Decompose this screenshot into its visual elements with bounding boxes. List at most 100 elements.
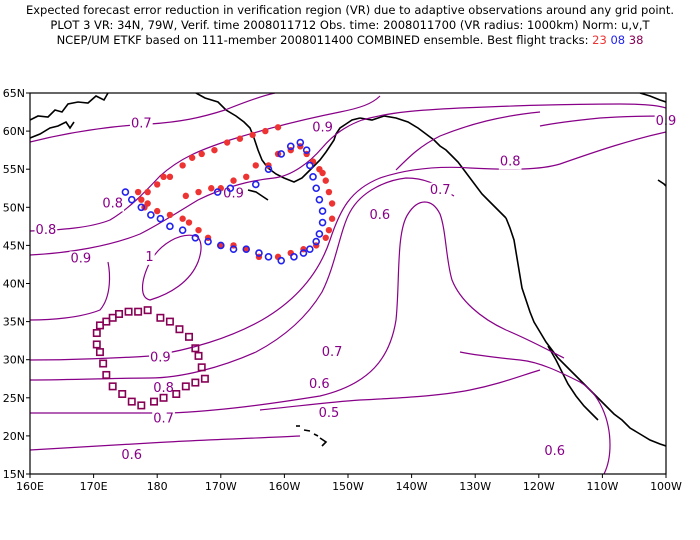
track-point bbox=[274, 124, 282, 131]
track-point bbox=[217, 242, 224, 249]
track-point bbox=[306, 245, 314, 254]
track-point bbox=[143, 306, 152, 315]
contour-label-bg bbox=[320, 345, 344, 361]
contour-label: 0.6 bbox=[121, 448, 142, 463]
contour-label-bg bbox=[69, 251, 93, 267]
contour-0-8-ne bbox=[395, 111, 541, 171]
track-point bbox=[108, 313, 117, 322]
track-point bbox=[134, 188, 142, 196]
track-point bbox=[204, 237, 212, 246]
contour-label: 0.7 bbox=[131, 116, 152, 131]
contour-label: 0.5 bbox=[319, 406, 340, 421]
header-line-2: PLOT 3 VR: 34N, 79W, Verif. time 2008011… bbox=[50, 18, 650, 32]
contour-0-8-mid bbox=[30, 177, 455, 381]
track-point bbox=[154, 207, 161, 215]
contour-label: 0.7 bbox=[322, 345, 343, 360]
contour-label: 0.6 bbox=[369, 208, 390, 223]
track-point bbox=[127, 195, 136, 204]
contour-label-bg bbox=[144, 249, 155, 265]
x-tick-label: 100W bbox=[650, 480, 682, 493]
track-point bbox=[242, 245, 251, 254]
track-point bbox=[124, 307, 133, 316]
x-tick-label: 140W bbox=[396, 480, 428, 493]
track-point bbox=[175, 325, 184, 334]
contour-label-bg bbox=[498, 154, 522, 170]
contour-labels: 0.7 0.9 0.90.80.90.80.70.60.80.9 10.90.80.7… bbox=[34, 114, 678, 463]
contour-0-6 bbox=[30, 201, 565, 414]
y-tick-label: 20N bbox=[3, 430, 25, 443]
coastline-west-us-mexico bbox=[505, 217, 666, 447]
contour-label-bg bbox=[101, 196, 125, 212]
contour-label: 0.6 bbox=[544, 444, 565, 459]
flight-track-23 bbox=[134, 124, 336, 261]
island-maui bbox=[313, 433, 319, 437]
track-point bbox=[251, 180, 260, 189]
track-point bbox=[264, 165, 273, 173]
track-point bbox=[312, 237, 321, 246]
track-label-38: 38 bbox=[628, 33, 644, 47]
x-tick-label: 150W bbox=[332, 480, 364, 493]
track-point bbox=[306, 161, 314, 170]
track-point bbox=[172, 389, 181, 398]
contour-label-bg bbox=[152, 411, 175, 427]
track-label-23: 23 bbox=[592, 33, 607, 47]
track-point bbox=[144, 188, 151, 196]
contour-0-7-north bbox=[30, 93, 276, 143]
track-point bbox=[121, 188, 130, 196]
coastline-siberia bbox=[30, 93, 109, 121]
contour-label-bg bbox=[34, 223, 58, 239]
track-point bbox=[325, 226, 333, 234]
track-point bbox=[165, 317, 174, 326]
contour-label: 1 bbox=[145, 250, 153, 265]
contour-label-bg bbox=[317, 406, 341, 422]
y-tick-label: 35N bbox=[3, 316, 25, 329]
contour-label-bg bbox=[368, 207, 392, 223]
track-point bbox=[290, 253, 298, 261]
flight-tracks bbox=[92, 124, 336, 410]
contour-0-5 bbox=[259, 369, 541, 411]
y-tick-label: 25N bbox=[3, 392, 25, 405]
track-point bbox=[200, 374, 209, 383]
track-point bbox=[118, 389, 127, 398]
contour-0-9-sw bbox=[30, 261, 111, 321]
y-tick-label: 65N bbox=[3, 87, 25, 100]
track-point bbox=[166, 173, 174, 181]
track-point bbox=[315, 230, 324, 238]
x-tick-label: 160E bbox=[16, 480, 44, 493]
track-point bbox=[156, 313, 165, 322]
track-point bbox=[195, 226, 202, 234]
contour-label: 0.9 bbox=[312, 120, 333, 135]
track-point bbox=[147, 211, 155, 219]
axis-ticks: 160E 170E 180 170W 160W 150W 140W 130W 120W 110W 1… bbox=[3, 87, 682, 493]
track-point bbox=[319, 169, 326, 177]
contour-label-bg bbox=[308, 377, 331, 393]
header-line-1: Expected forecast error reduction in ver… bbox=[25, 3, 675, 17]
track-point bbox=[213, 188, 222, 196]
coastline-gulf-of-alaska bbox=[359, 115, 507, 219]
track-point bbox=[179, 162, 186, 169]
track-label-08: 08 bbox=[610, 33, 626, 47]
coastline-baja-california bbox=[547, 345, 599, 421]
track-point bbox=[95, 348, 104, 357]
track-point bbox=[92, 329, 101, 338]
track-point bbox=[226, 184, 235, 193]
island-hawaii bbox=[319, 437, 328, 447]
track-point bbox=[322, 234, 329, 241]
track-point bbox=[191, 378, 200, 387]
track-point bbox=[262, 127, 269, 135]
track-point bbox=[208, 185, 215, 192]
track-point bbox=[102, 370, 111, 379]
track-point bbox=[312, 184, 321, 193]
track-point bbox=[328, 215, 336, 222]
track-point bbox=[194, 351, 203, 360]
contour-0-6-east bbox=[459, 351, 611, 474]
track-point bbox=[309, 173, 317, 181]
track-point bbox=[160, 173, 167, 181]
coastline-aleutians-east bbox=[247, 189, 269, 201]
track-point bbox=[236, 135, 244, 142]
x-tick-label: 120W bbox=[523, 480, 555, 493]
track-point bbox=[223, 139, 231, 146]
header-line-3-text: NCEP/UM ETKF based on 111-member 2008011… bbox=[56, 33, 589, 47]
track-point bbox=[137, 401, 146, 410]
contour-1-0 bbox=[141, 234, 202, 301]
